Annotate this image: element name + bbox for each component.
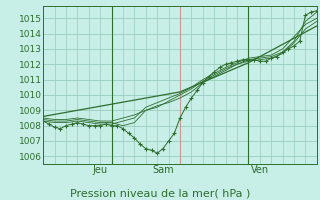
Text: Pression niveau de la mer( hPa ): Pression niveau de la mer( hPa ) <box>70 188 250 198</box>
